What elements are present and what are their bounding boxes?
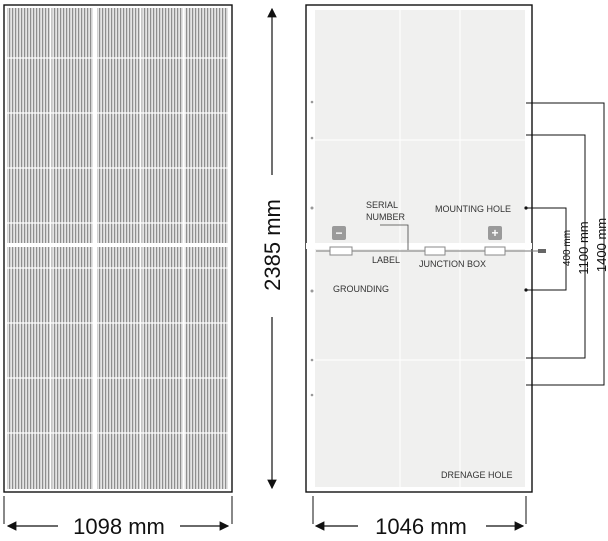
mounting-hole-dot — [310, 136, 314, 140]
terminal-box-left — [329, 246, 353, 256]
bracket-1100 — [526, 134, 586, 359]
back-width-dimension: 1046 mm — [312, 496, 527, 539]
spacing-1100-label: 1100 mm — [576, 221, 591, 274]
mounting-hole-label: MOUNTING HOLE — [435, 204, 511, 214]
bracket-1400 — [526, 102, 605, 386]
mounting-hole-dot — [310, 358, 314, 362]
junction-box-label: JUNCTION BOX — [419, 259, 486, 269]
label-label: LABEL — [372, 255, 400, 265]
terminal-box-right — [484, 246, 506, 256]
serial-number-leader — [380, 224, 409, 250]
plus-terminal-icon: + — [488, 226, 502, 240]
svg-text:−: − — [335, 226, 342, 240]
grounding-label: GROUNDING — [333, 284, 389, 294]
front-width-dimension: 1098 mm — [3, 496, 233, 539]
height-label: 2385 mm — [260, 199, 285, 291]
mounting-hole-dot — [310, 100, 314, 104]
mounting-hole-dot — [310, 393, 314, 397]
minus-terminal-icon: − — [332, 226, 346, 240]
back-panel: − + — [305, 4, 605, 493]
serial-number-label-line1: SERIAL — [366, 200, 398, 210]
drenage-hole-label: DRENAGE HOLE — [441, 470, 513, 480]
mounting-hole-dot — [310, 206, 314, 210]
bracket-400 — [526, 207, 567, 291]
back-panel-center-split — [306, 243, 532, 249]
back-panel-labels: SERIAL NUMBER MOUNTING HOLE LABEL JUNCTI… — [333, 200, 513, 480]
front-width-label: 1098 mm — [73, 514, 165, 539]
back-width-label: 1046 mm — [375, 514, 467, 539]
terminal-box-center — [424, 246, 446, 256]
spacing-1400-label: 1400 mm — [594, 218, 608, 272]
front-panel — [3, 4, 233, 493]
svg-text:+: + — [491, 226, 498, 240]
front-panel-center-split — [7, 243, 228, 247]
grounding-hole-dot — [310, 289, 314, 293]
cable-connector — [538, 249, 546, 253]
front-panel-cells — [7, 8, 228, 489]
height-dimension: 2385 mm — [258, 7, 286, 490]
spacing-400-label: 400 mm — [562, 230, 573, 266]
serial-number-label-line2: NUMBER — [366, 212, 406, 222]
